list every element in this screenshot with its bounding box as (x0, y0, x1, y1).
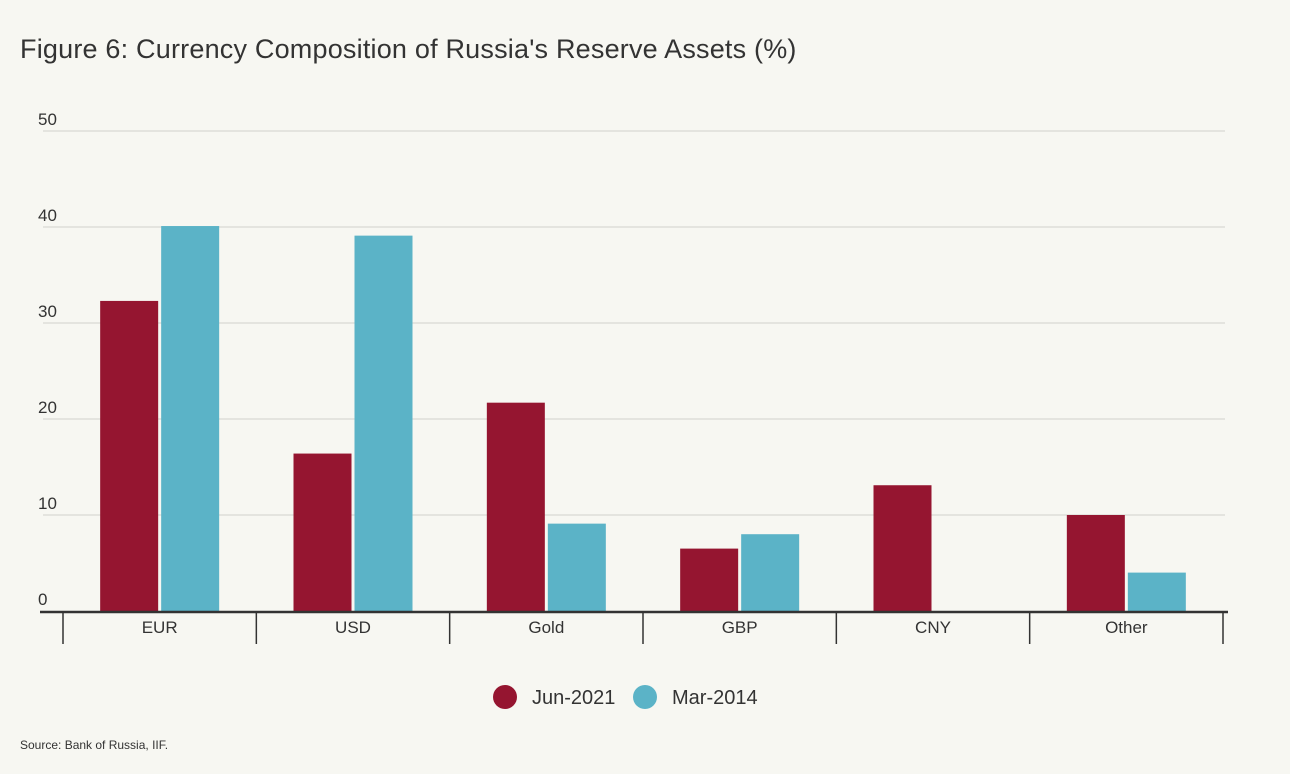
bar-jun-2021-cny (873, 485, 932, 611)
bar-jun-2021-gold (486, 402, 545, 611)
x-tick-label: CNY (915, 618, 951, 637)
legend-marker (633, 685, 657, 709)
chart-title: Figure 6: Currency Composition of Russia… (20, 34, 797, 64)
x-tick-label: GBP (722, 618, 758, 637)
x-tick-label: USD (335, 618, 371, 637)
y-tick-label: 50 (38, 110, 57, 129)
bar-mar-2014-other (1127, 572, 1186, 611)
y-axis-ticks: 0 10 20 30 40 50 (38, 110, 57, 609)
legend-label: Jun-2021 (532, 687, 615, 709)
bar-mar-2014-usd (354, 235, 413, 611)
x-tick-label: Other (1105, 618, 1148, 637)
bar-jun-2021-gbp (680, 548, 739, 611)
y-tick-label: 30 (38, 302, 57, 321)
bar-mar-2014-gbp (741, 534, 800, 611)
y-tick-label: 10 (38, 494, 57, 513)
bar-mar-2014-eur (161, 226, 220, 612)
x-tick-label: EUR (142, 618, 178, 637)
bar-jun-2021-eur (100, 300, 159, 611)
bars (100, 226, 1186, 612)
y-tick-label: 40 (38, 206, 57, 225)
gridlines (43, 130, 1225, 516)
y-tick-label: 20 (38, 398, 57, 417)
legend-marker (493, 685, 517, 709)
x-tick-label: Gold (528, 618, 564, 637)
bar-mar-2014-gold (547, 523, 606, 611)
source-note: Source: Bank of Russia, IIF. (20, 738, 169, 752)
legend: Jun-2021 Mar-2014 (493, 685, 758, 709)
x-axis: EUR USD Gold GBP CNY Other (40, 610, 1228, 644)
bar-jun-2021-other (1066, 515, 1125, 611)
legend-label: Mar-2014 (672, 687, 758, 709)
bar-jun-2021-usd (293, 453, 352, 611)
y-tick-label: 0 (38, 590, 47, 609)
